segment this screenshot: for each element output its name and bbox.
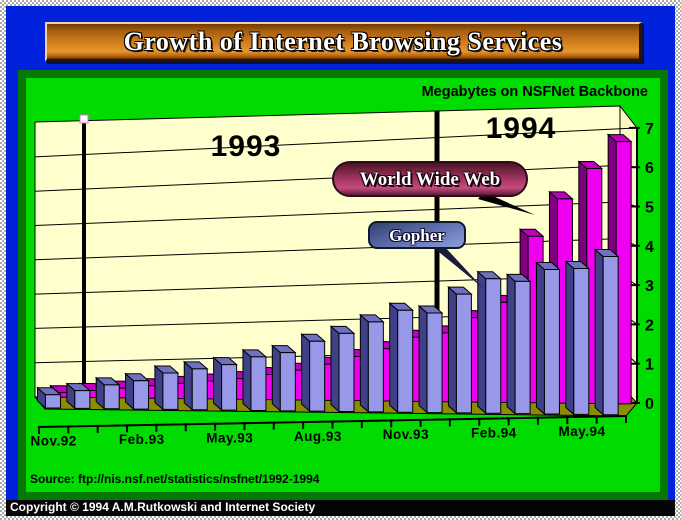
x-tick-label: Aug.93	[294, 429, 342, 444]
y-tick-label: 7	[645, 121, 654, 138]
bar-gopher-front	[45, 394, 61, 409]
bar-gopher-front	[74, 390, 91, 409]
x-tick-label: Feb.94	[471, 425, 517, 440]
selection-handle	[79, 114, 89, 124]
chart-subtitle: Megabytes on NSFNet Backbone	[421, 84, 648, 100]
bar-gopher-side	[359, 313, 369, 413]
bar-gopher-front	[514, 280, 531, 415]
bar-gopher-side	[535, 261, 545, 416]
source-note: Source: ftp://nis.nsf.net/statistics/nsf…	[30, 472, 320, 486]
x-tick-label: Feb.93	[119, 432, 165, 447]
page-title: Growth of Internet Browsing Services	[123, 27, 563, 56]
bar-gopher-front	[191, 368, 208, 411]
y-tick-label: 2	[645, 317, 654, 334]
bar-gopher-side	[447, 285, 457, 415]
bar-gopher-front	[543, 268, 560, 415]
bar-gopher-front	[221, 364, 238, 411]
title-bar: Growth of Internet Browsing Services	[45, 22, 642, 62]
bar-gopher-front	[602, 256, 619, 416]
gopher-callout-pointer	[434, 246, 483, 288]
www-callout-pointer	[478, 192, 535, 215]
x-tick-label: May.93	[206, 430, 253, 445]
y-tick-label: 6	[645, 160, 654, 177]
legend-badge-gopher: Gopher	[368, 221, 466, 249]
bar-gopher-side	[330, 325, 340, 413]
x-tick-label: May.94	[558, 424, 605, 439]
bar-gopher-side	[418, 304, 428, 414]
x-tick-label: Nov.92	[31, 434, 77, 449]
bar-gopher-front	[338, 332, 355, 413]
legend-badge-www: World Wide Web	[332, 161, 528, 197]
bar-gopher-side	[242, 348, 252, 412]
bar-gopher-side	[477, 270, 487, 415]
bar-gopher-side	[213, 356, 223, 412]
bar-gopher-side	[389, 302, 399, 414]
bar-gopher-front	[426, 312, 443, 414]
bar-gopher-front	[309, 340, 326, 412]
bar-gopher-front	[162, 372, 179, 410]
bar-gopher-front	[485, 278, 502, 414]
year-label-1993: 1993	[210, 130, 282, 163]
bar-gopher-front	[103, 384, 120, 410]
copyright-text: Copyright © 1994 A.M.Rutkowski and Inter…	[10, 500, 316, 514]
bar-gopher-side	[183, 360, 193, 411]
y-tick-label: 5	[645, 200, 654, 217]
y-tick-label: 1	[645, 357, 654, 374]
bar-gopher-side	[271, 344, 281, 412]
x-tick-label: Nov.93	[383, 427, 429, 442]
bar-gopher-front	[573, 267, 590, 415]
y-tick-label: 4	[645, 239, 654, 256]
bar-gopher-side	[301, 333, 311, 413]
y-tick-label: 0	[645, 396, 654, 413]
y-tick-label: 3	[645, 278, 654, 295]
bar-gopher-front	[397, 309, 414, 413]
bar-gopher-front	[250, 356, 267, 411]
bar-gopher-front	[279, 352, 296, 412]
year-label-1994: 1994	[485, 112, 557, 145]
bar-gopher-front	[133, 380, 150, 410]
bar-gopher-front	[455, 293, 472, 414]
bar-gopher-side	[565, 260, 575, 416]
copyright-bar: Copyright © 1994 A.M.Rutkowski and Inter…	[6, 500, 675, 516]
bar-gopher-front	[367, 321, 384, 413]
bar-gopher-side	[594, 248, 604, 416]
bar-gopher-side	[506, 273, 516, 415]
